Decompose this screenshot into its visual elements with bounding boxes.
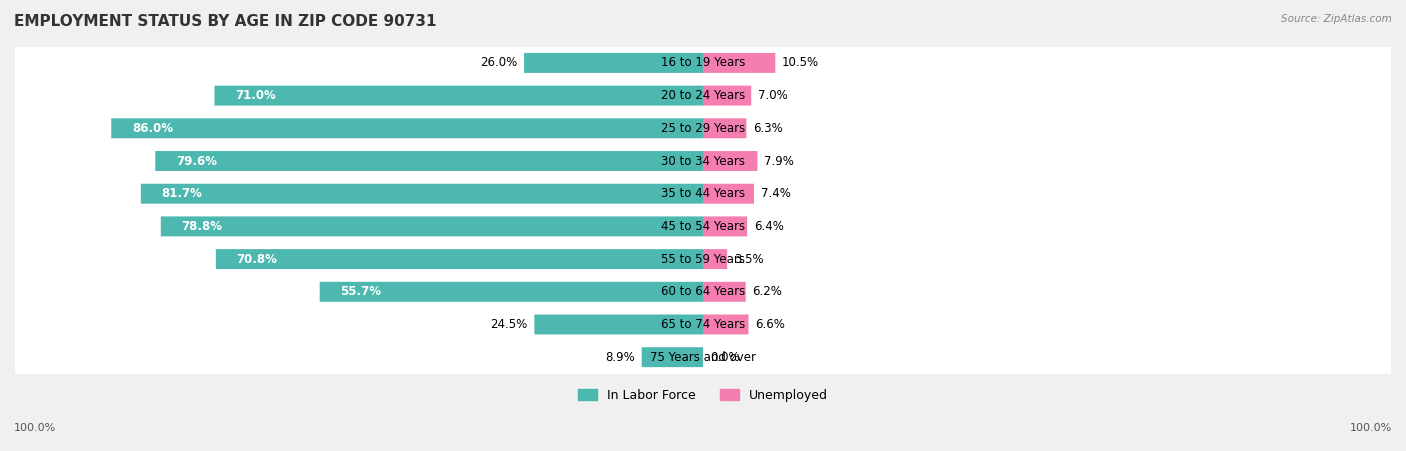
Text: 6.6%: 6.6%	[755, 318, 785, 331]
FancyBboxPatch shape	[641, 347, 703, 367]
Text: 60 to 64 Years: 60 to 64 Years	[661, 285, 745, 298]
FancyBboxPatch shape	[319, 282, 703, 302]
Text: 45 to 54 Years: 45 to 54 Years	[661, 220, 745, 233]
Text: 24.5%: 24.5%	[491, 318, 527, 331]
FancyBboxPatch shape	[703, 184, 754, 204]
Text: 65 to 74 Years: 65 to 74 Years	[661, 318, 745, 331]
Text: 6.3%: 6.3%	[754, 122, 783, 135]
Text: 16 to 19 Years: 16 to 19 Years	[661, 56, 745, 69]
Legend: In Labor Force, Unemployed: In Labor Force, Unemployed	[572, 383, 834, 406]
Text: 6.2%: 6.2%	[752, 285, 782, 298]
FancyBboxPatch shape	[703, 249, 727, 269]
FancyBboxPatch shape	[15, 112, 1391, 145]
Text: EMPLOYMENT STATUS BY AGE IN ZIP CODE 90731: EMPLOYMENT STATUS BY AGE IN ZIP CODE 907…	[14, 14, 436, 28]
Text: 0.0%: 0.0%	[710, 351, 740, 364]
FancyBboxPatch shape	[534, 314, 703, 335]
Text: 7.0%: 7.0%	[758, 89, 787, 102]
Text: 25 to 29 Years: 25 to 29 Years	[661, 122, 745, 135]
Text: 7.4%: 7.4%	[761, 187, 790, 200]
Text: 6.4%: 6.4%	[754, 220, 783, 233]
FancyBboxPatch shape	[15, 144, 1391, 178]
Text: 3.5%: 3.5%	[734, 253, 763, 266]
Text: 78.8%: 78.8%	[181, 220, 222, 233]
FancyBboxPatch shape	[15, 341, 1391, 374]
Text: 7.9%: 7.9%	[765, 155, 794, 167]
FancyBboxPatch shape	[15, 177, 1391, 210]
Text: 30 to 34 Years: 30 to 34 Years	[661, 155, 745, 167]
FancyBboxPatch shape	[111, 118, 703, 138]
Text: 55.7%: 55.7%	[340, 285, 381, 298]
Text: Source: ZipAtlas.com: Source: ZipAtlas.com	[1281, 14, 1392, 23]
Text: 71.0%: 71.0%	[235, 89, 276, 102]
FancyBboxPatch shape	[703, 282, 745, 302]
Text: 75 Years and over: 75 Years and over	[650, 351, 756, 364]
FancyBboxPatch shape	[15, 79, 1391, 112]
FancyBboxPatch shape	[215, 86, 703, 106]
FancyBboxPatch shape	[703, 151, 758, 171]
FancyBboxPatch shape	[217, 249, 703, 269]
Text: 86.0%: 86.0%	[132, 122, 173, 135]
FancyBboxPatch shape	[15, 308, 1391, 341]
Text: 79.6%: 79.6%	[176, 155, 217, 167]
FancyBboxPatch shape	[524, 53, 703, 73]
FancyBboxPatch shape	[15, 46, 1391, 79]
FancyBboxPatch shape	[703, 118, 747, 138]
FancyBboxPatch shape	[703, 53, 775, 73]
Text: 100.0%: 100.0%	[1350, 423, 1392, 433]
Text: 8.9%: 8.9%	[605, 351, 636, 364]
FancyBboxPatch shape	[155, 151, 703, 171]
FancyBboxPatch shape	[15, 210, 1391, 243]
Text: 55 to 59 Years: 55 to 59 Years	[661, 253, 745, 266]
FancyBboxPatch shape	[703, 86, 751, 106]
Text: 10.5%: 10.5%	[782, 56, 820, 69]
Text: 100.0%: 100.0%	[14, 423, 56, 433]
Text: 81.7%: 81.7%	[162, 187, 202, 200]
FancyBboxPatch shape	[15, 242, 1391, 276]
Text: 20 to 24 Years: 20 to 24 Years	[661, 89, 745, 102]
FancyBboxPatch shape	[160, 216, 703, 236]
FancyBboxPatch shape	[703, 216, 747, 236]
FancyBboxPatch shape	[141, 184, 703, 204]
FancyBboxPatch shape	[15, 275, 1391, 308]
FancyBboxPatch shape	[703, 314, 748, 335]
Text: 70.8%: 70.8%	[236, 253, 277, 266]
Text: 26.0%: 26.0%	[479, 56, 517, 69]
Text: 35 to 44 Years: 35 to 44 Years	[661, 187, 745, 200]
